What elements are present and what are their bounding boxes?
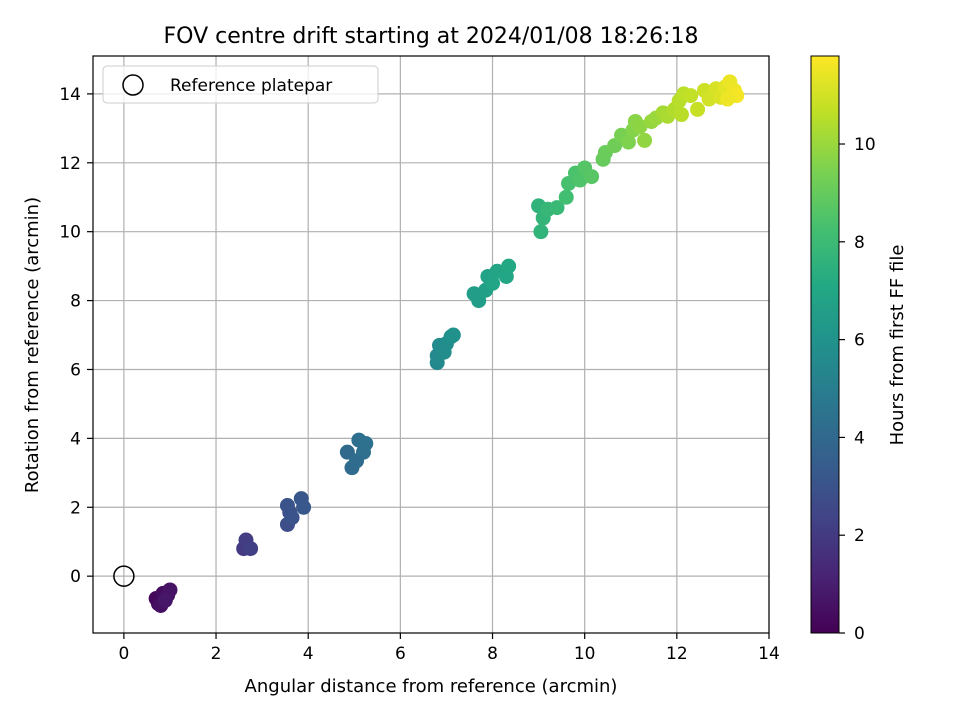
data-point: [720, 91, 736, 107]
data-point: [279, 498, 295, 514]
data-point: [157, 592, 173, 608]
colorbar-tick-label: 0: [854, 624, 865, 644]
data-point: [296, 499, 312, 515]
colorbar-tick-label: 2: [854, 526, 865, 546]
y-tick-label: 6: [70, 360, 81, 380]
legend: Reference platepar: [102, 65, 379, 104]
colorbar-gradient: [810, 55, 840, 634]
y-tick-label: 8: [70, 292, 81, 312]
reference-platepar-marker: [113, 565, 135, 587]
data-point: [445, 327, 461, 343]
data-point: [533, 224, 549, 240]
y-tick-label: 14: [59, 85, 81, 105]
y-axis-label: Rotation from reference (arcmin): [22, 197, 43, 493]
legend-entry-label: Reference platepar: [170, 76, 332, 96]
colorbar-tick-label: 10: [854, 135, 876, 155]
colorbar-tick-label: 8: [854, 233, 865, 253]
x-tick-label: 6: [395, 644, 406, 664]
data-point: [284, 510, 300, 526]
colorbar-label: Hours from first FF file: [887, 245, 908, 446]
data-point: [584, 169, 600, 185]
data-point: [485, 275, 501, 291]
data-points: [148, 74, 745, 613]
x-axis-label: Angular distance from reference (arcmin): [245, 676, 618, 697]
legend-box: [102, 65, 379, 104]
data-point: [690, 101, 706, 117]
y-tick-label: 2: [70, 498, 81, 518]
colorbar: 0 2 4 6 8 10 Hours from first FF file: [810, 55, 908, 644]
colorbar-ticks: 0 2 4 6 8 10: [839, 135, 876, 644]
chart-title: FOV centre drift starting at 2024/01/08 …: [164, 24, 699, 49]
x-tick-label: 2: [211, 644, 222, 664]
data-point: [632, 119, 648, 135]
x-tick-label: 8: [487, 644, 498, 664]
y-tick-label: 10: [59, 223, 81, 243]
data-point: [243, 541, 259, 557]
x-tick-label: 10: [574, 644, 596, 664]
data-point: [501, 258, 517, 274]
x-tick-label: 14: [758, 644, 780, 664]
x-tick-label: 4: [303, 644, 314, 664]
x-tick-label: 0: [118, 644, 129, 664]
y-tick-label: 12: [59, 154, 81, 174]
data-point: [637, 132, 653, 148]
y-tick-label: 0: [70, 567, 81, 587]
x-tick-label: 12: [666, 644, 688, 664]
x-axis-ticks: 0 2 4 6 8 10 12 14: [118, 633, 780, 664]
data-point: [620, 134, 636, 150]
data-point: [572, 172, 588, 188]
colorbar-tick-label: 6: [854, 331, 865, 351]
data-point: [558, 189, 574, 205]
grid-lines: [93, 56, 770, 633]
y-axis-ticks: 0 2 4 6 8 10 12 14: [59, 85, 93, 587]
data-point: [358, 436, 374, 452]
data-point: [673, 107, 689, 123]
colorbar-tick-label: 4: [854, 428, 865, 448]
plot-frame: [92, 55, 770, 634]
legend-marker-icon: [122, 74, 144, 96]
data-point: [549, 200, 565, 216]
y-tick-label: 4: [70, 429, 81, 449]
data-point: [683, 88, 699, 104]
